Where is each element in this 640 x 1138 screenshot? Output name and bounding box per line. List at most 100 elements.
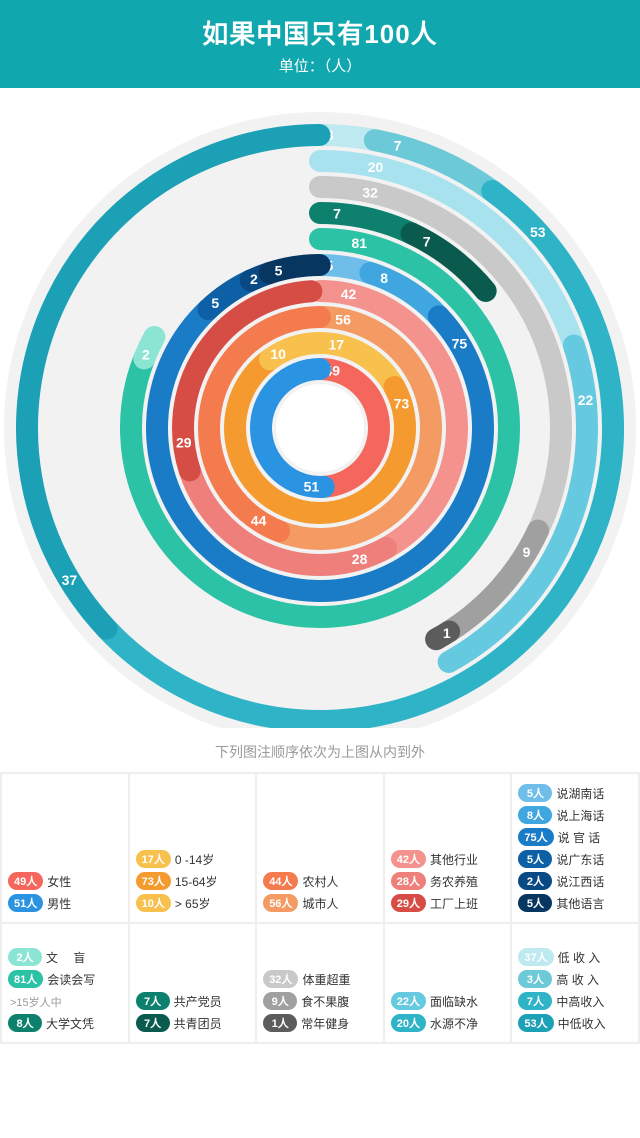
legend-item: 8人说上海话 [518, 806, 632, 824]
legend-pill: 56人 [263, 894, 298, 912]
legend-label: 工厂上班 [430, 895, 478, 912]
header-banner: 如果中国只有100人 单位：（人） [0, 0, 640, 88]
legend-label: 说江西话 [556, 873, 604, 890]
legend-pill: 51人 [8, 894, 43, 912]
legend-item: 51人男性 [8, 894, 122, 912]
legend-item: 7人共青团员 [136, 1014, 250, 1032]
legend-pill: 22人 [391, 992, 426, 1010]
legend-cell: 7人共产党员7人共青团员 [130, 924, 258, 1044]
legend-item: 8人大学文凭 [8, 1014, 122, 1032]
legend-label: 低 收 入 [558, 949, 601, 966]
legend-pill: 2人 [518, 872, 552, 890]
legend-grid: 49人女性51人男性17人0 -14岁73人15-64岁10人> 65岁44人农… [0, 772, 640, 1044]
legend-pill: 44人 [263, 872, 298, 890]
legend-note: >15岁人中 [8, 994, 122, 1010]
legend-item: 2人说江西话 [518, 872, 632, 890]
legend-item: 7人中高收入 [518, 992, 632, 1010]
legend-caption: 下列图注顺序依次为上图从内到外 [0, 742, 640, 762]
legend-label: 男性 [47, 895, 71, 912]
legend-label: 其他行业 [430, 851, 478, 868]
legend-item: 81人会读会写 [8, 970, 122, 988]
legend-cell: 42人其他行业28人务农养殖29人工厂上班 [385, 774, 513, 924]
legend-item: 75人说 官 话 [518, 828, 632, 846]
arc-value-label: 7 [394, 137, 402, 153]
legend-item: 9人食不果腹 [263, 992, 377, 1010]
legend-label: 15-64岁 [175, 873, 218, 890]
legend-pill: 37人 [518, 948, 553, 966]
legend-item: 3人高 收 入 [518, 970, 632, 988]
legend-pill: 28人 [391, 872, 426, 890]
arc-value-label: 37 [62, 572, 78, 588]
legend-item: 17人0 -14岁 [136, 850, 250, 868]
legend-cell: 5人说湖南话8人说上海话75人说 官 话5人说广东话2人说江西话5人其他语言 [512, 774, 640, 924]
legend-label: >15岁人中 [10, 994, 62, 1010]
legend-pill: 2人 [8, 948, 42, 966]
legend-label: 会读会写 [47, 971, 95, 988]
arc-value-label: 53 [530, 224, 546, 240]
legend-label: 农村人 [302, 873, 338, 890]
legend-item: 20人水源不净 [391, 1014, 505, 1032]
legend-label: 面临缺水 [430, 993, 478, 1010]
legend-label: 食不果腹 [301, 993, 349, 1010]
legend-pill: 5人 [518, 894, 552, 912]
legend-item: 10人> 65岁 [136, 894, 250, 912]
arc-value-label: 22 [578, 392, 594, 408]
legend-pill: 7人 [136, 1014, 170, 1032]
arc-value-label: 7 [333, 206, 341, 222]
legend-label: 说 官 话 [558, 829, 601, 846]
arc-value-label: 8 [380, 270, 388, 286]
legend-label: 体重超重 [302, 971, 350, 988]
legend-item: 44人农村人 [263, 872, 377, 890]
concentric-chart: 4951177310564442282958755258127732912022… [0, 88, 640, 728]
arc-value-label: 5 [275, 262, 283, 278]
legend-cell: 49人女性 51人男性 [2, 774, 130, 924]
legend-label: 共青团员 [174, 1015, 222, 1032]
legend-label: 说湖南话 [556, 785, 604, 802]
legend-item: 5人其他语言 [518, 894, 632, 912]
legend-pill: 8人 [518, 806, 552, 824]
legend-pill: 75人 [518, 828, 553, 846]
legend-pill: 7人 [518, 992, 552, 1010]
arc-value-label: 75 [452, 336, 468, 352]
legend-pill: 20人 [391, 1014, 426, 1032]
legend-label: 中低收入 [558, 1015, 606, 1032]
legend-pill: 42人 [391, 850, 426, 868]
legend-label: 城市人 [302, 895, 338, 912]
arc-value-label: 32 [362, 184, 378, 200]
legend-label: 高 收 入 [556, 971, 599, 988]
legend-item: 7人共产党员 [136, 992, 250, 1010]
legend-pill: 9人 [263, 992, 297, 1010]
arc-value-label: 44 [251, 512, 267, 528]
legend-label: 常年健身 [301, 1015, 349, 1032]
legend-label: 水源不净 [430, 1015, 478, 1032]
legend-pill: 7人 [136, 992, 170, 1010]
legend-label: 其他语言 [556, 895, 604, 912]
legend-label: 共产党员 [174, 993, 222, 1010]
legend-item: 28人务农养殖 [391, 872, 505, 890]
legend-item: 49人女性 [8, 872, 122, 890]
arc-value-label: 28 [352, 551, 368, 567]
legend-pill: 3人 [518, 970, 552, 988]
legend-cell: 32人体重超重9人食不果腹1人常年健身 [257, 924, 385, 1044]
legend-pill: 8人 [8, 1014, 42, 1032]
legend-pill: 1人 [263, 1014, 297, 1032]
page-title: 如果中国只有100人 [0, 14, 640, 51]
legend-item: 22人面临缺水 [391, 992, 505, 1010]
legend-item: 5人说湖南话 [518, 784, 632, 802]
page-subtitle: 单位：（人） [0, 55, 640, 76]
legend-cell: 22人面临缺水20人水源不净 [385, 924, 513, 1044]
arc-value-label: 17 [328, 337, 344, 353]
legend-item: 2人文 盲 [8, 948, 122, 966]
arc-value-label: 1 [443, 625, 451, 641]
legend-pill: 29人 [391, 894, 426, 912]
legend-pill: 17人 [136, 850, 171, 868]
legend-label: 文 盲 [46, 949, 85, 966]
legend-item: 56人城市人 [263, 894, 377, 912]
legend-cell: 37人低 收 入3人高 收 入7人中高收入53人中低收入 [512, 924, 640, 1044]
legend-item: 32人体重超重 [263, 970, 377, 988]
legend-label: 务农养殖 [430, 873, 478, 890]
legend-label: 女性 [47, 873, 71, 890]
legend-pill: 5人 [518, 850, 552, 868]
arc-value-label: 42 [341, 286, 357, 302]
legend-item: 5人说广东话 [518, 850, 632, 868]
